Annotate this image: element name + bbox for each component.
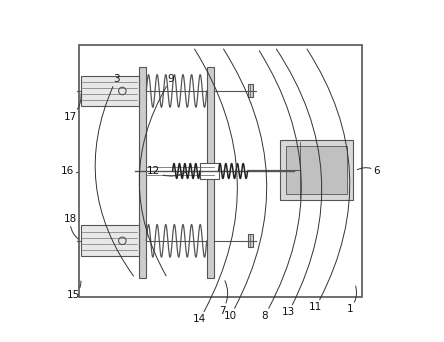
Bar bbox=[280, 140, 353, 200]
Text: 13: 13 bbox=[276, 49, 322, 317]
Text: 6: 6 bbox=[357, 166, 381, 176]
Bar bbox=[200, 163, 218, 179]
Text: 7: 7 bbox=[219, 281, 228, 316]
Text: 14: 14 bbox=[193, 49, 238, 324]
Text: 17: 17 bbox=[64, 94, 81, 121]
Bar bbox=[81, 225, 139, 256]
Text: 1: 1 bbox=[346, 286, 357, 314]
Text: 15: 15 bbox=[67, 281, 81, 300]
Text: 3: 3 bbox=[95, 74, 134, 276]
Text: 10: 10 bbox=[223, 49, 267, 321]
Text: 18: 18 bbox=[64, 214, 79, 239]
Bar bbox=[248, 84, 253, 97]
Text: 12: 12 bbox=[147, 166, 186, 176]
Bar bbox=[248, 234, 253, 247]
Bar bbox=[81, 76, 139, 106]
Bar bbox=[206, 67, 214, 278]
Bar bbox=[139, 67, 146, 278]
Text: 9: 9 bbox=[139, 74, 174, 276]
Text: 11: 11 bbox=[307, 49, 350, 312]
Bar bbox=[79, 45, 362, 297]
Bar bbox=[286, 146, 347, 194]
Text: 16: 16 bbox=[60, 166, 78, 176]
Text: 8: 8 bbox=[259, 51, 301, 321]
